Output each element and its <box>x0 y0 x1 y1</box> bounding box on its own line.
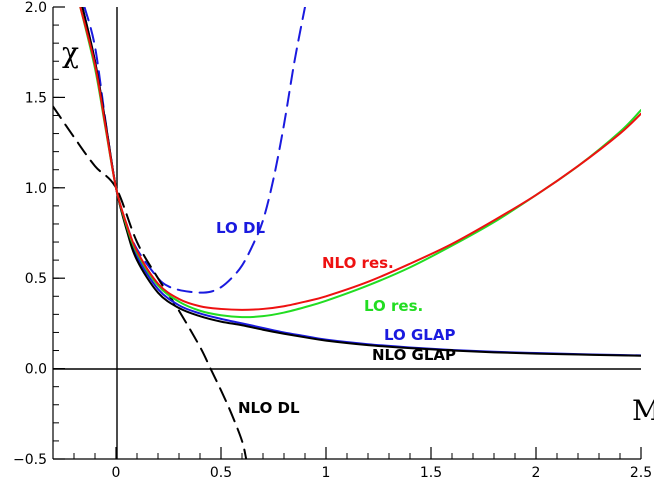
x-axis-label: M <box>632 394 654 427</box>
x-tick-label: 1.5 <box>420 465 442 481</box>
y-tick-label: 0.0 <box>25 362 47 378</box>
x-tick-label: 0.5 <box>210 465 232 481</box>
label-nlo-glap: NLO GLAP <box>372 346 456 364</box>
y-tick-label: 2.0 <box>25 0 47 16</box>
y-tick-label: 0.5 <box>25 271 47 287</box>
y-tick-label: −0.5 <box>13 452 47 468</box>
label-nlo-dl: NLO DL <box>238 399 300 417</box>
series-nlo-res <box>79 7 641 311</box>
tick-labels: 0 0.5 1 1.5 2 2.5 −0.5 0.0 0.5 1.0 1.5 2.0 <box>13 0 652 481</box>
x-tick-label: 1 <box>322 465 331 481</box>
tick-marks <box>53 6 642 460</box>
label-lo-dl: LO DL <box>216 219 265 237</box>
label-lo-res: LO res. <box>364 297 423 315</box>
y-axis-label: χ <box>62 36 79 69</box>
label-nlo-res: NLO res. <box>322 254 394 272</box>
series-nlo-dl <box>53 105 248 459</box>
x-tick-label: 2.5 <box>630 465 652 481</box>
y-tick-label: 1.5 <box>25 90 47 106</box>
series-layer <box>53 7 641 459</box>
x-tick-label: 0 <box>112 465 121 481</box>
label-lo-glap: LO GLAP <box>384 326 455 344</box>
x-tick-label: 2 <box>532 465 541 481</box>
y-tick-label: 1.0 <box>25 181 47 197</box>
